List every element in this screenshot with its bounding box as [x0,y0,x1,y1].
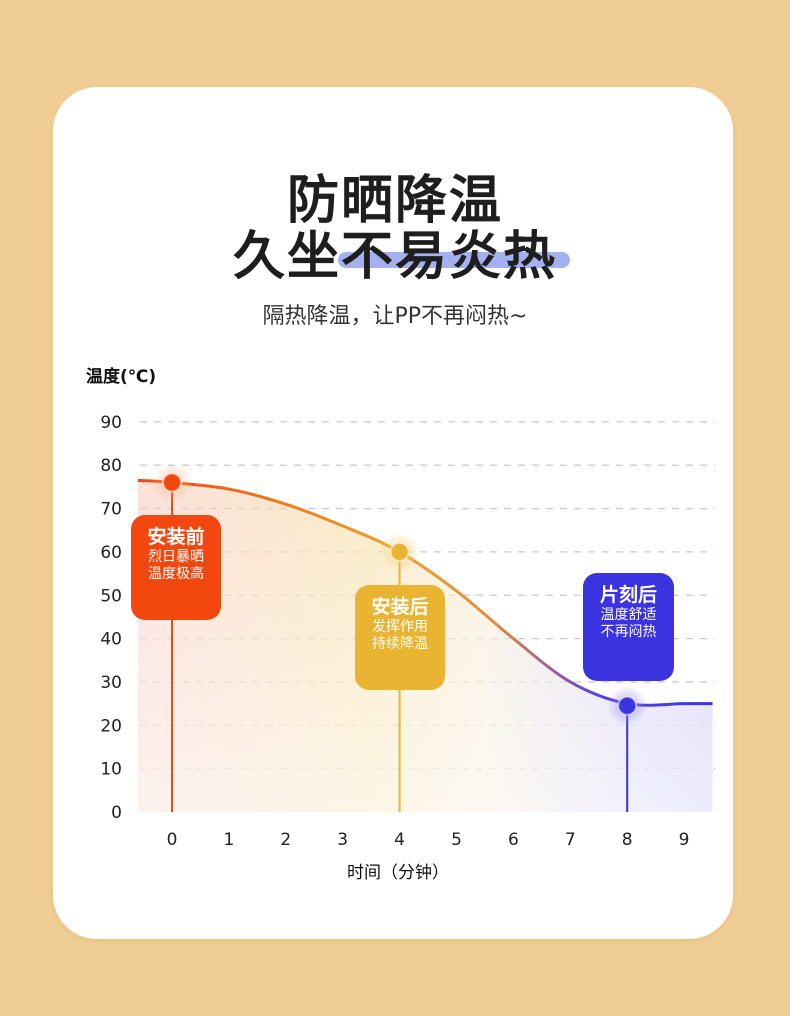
y-tick-label: 30 [100,673,122,693]
annotation-title: 安装后 [371,596,429,618]
annotation-line: 烈日暴晒 [148,549,204,565]
annotation-line: 温度舒适 [600,607,657,623]
y-tick-label: 0 [111,803,122,823]
y-tick-label: 60 [100,543,122,563]
y-tick-label: 70 [100,500,122,520]
x-tick-label: 6 [508,830,519,850]
x-tick-label: 0 [167,830,178,850]
x-axis-title: 时间（分钟） [347,863,449,883]
annotation-line: 不再闷热 [600,624,657,640]
data-point [389,541,410,562]
y-tick-label: 40 [100,630,122,650]
annotation-title: 片刻后 [599,584,657,606]
annotation-before-install: 安装前 烈日暴晒 温度极高 [131,515,221,620]
annotation-line: 持续降温 [372,636,428,652]
y-tick-label: 50 [100,586,122,606]
x-tick-label: 2 [280,830,291,850]
y-axis-title: 温度(℃) [86,366,156,387]
x-tick-label: 4 [394,830,405,850]
subtitle: 隔热降温，让PP不再闷热~ [262,304,528,329]
x-tick-label: 9 [679,830,690,850]
annotation-line: 温度极高 [148,566,204,582]
data-point [617,695,638,716]
annotation-moment-later: 片刻后 温度舒适 不再闷热 [583,573,674,681]
annotation-title: 安装前 [147,526,205,548]
data-point [162,472,182,493]
annotation-line: 发挥作用 [372,619,428,635]
x-tick-label: 7 [565,830,576,850]
headline-line-1: 防晒降温 [286,171,503,231]
y-axis-ticks: 0 10 20 30 40 50 60 70 80 90 [100,413,122,823]
y-tick-label: 80 [100,456,122,476]
x-axis-ticks: 0 1 2 3 4 5 6 7 8 9 [167,830,690,850]
y-tick-label: 90 [100,413,122,433]
annotation-after-install: 安装后 发挥作用 持续降温 [355,585,445,690]
x-tick-label: 8 [622,830,633,850]
title-highlight-bar [338,252,570,268]
x-tick-label: 3 [337,830,348,850]
y-tick-label: 10 [100,760,122,780]
y-tick-label: 20 [100,716,122,736]
x-tick-label: 1 [223,830,234,850]
headline-line-2: 久坐不易炎热 [232,227,557,287]
highlight-points [152,462,648,726]
x-tick-label: 5 [451,830,462,850]
